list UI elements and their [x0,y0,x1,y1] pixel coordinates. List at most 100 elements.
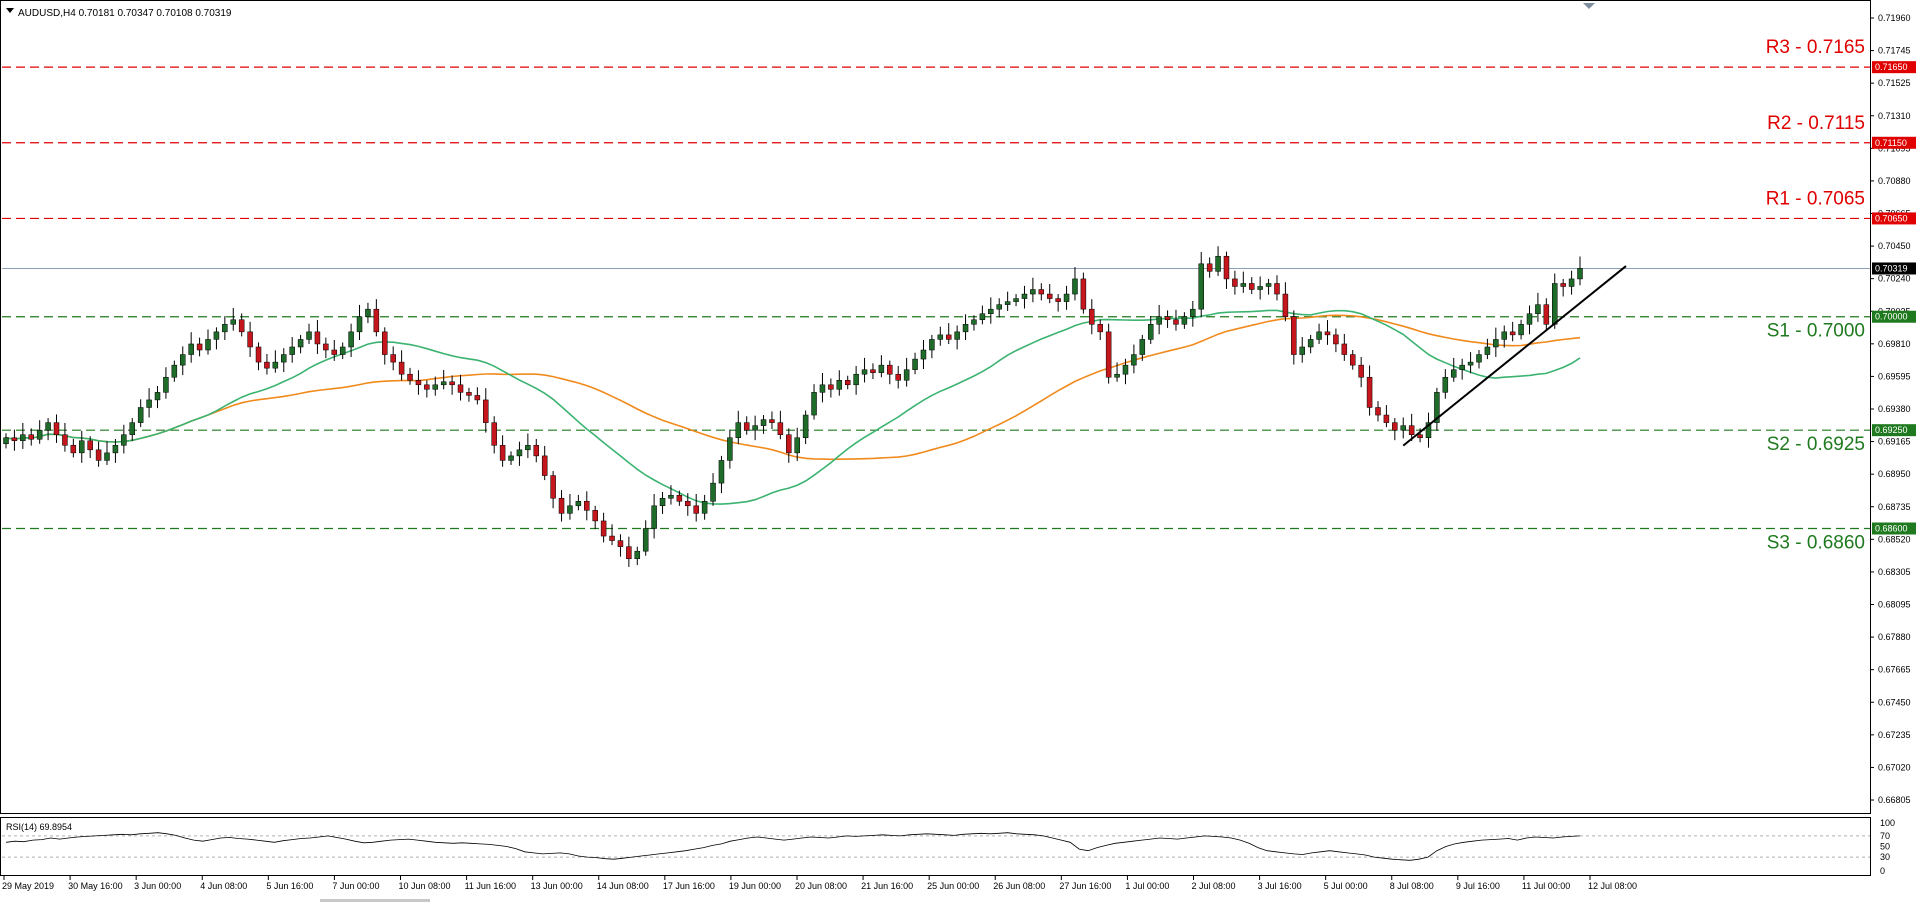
bearish-candle-body [1408,425,1415,435]
candle [971,315,977,331]
bearish-candle-body [196,343,203,351]
resistance-level-label: R3 - 0.7165 [1766,37,1865,58]
bearish-candle-body [1055,298,1061,302]
bullish-candle-body [853,373,859,386]
candle [314,320,321,354]
candle [483,388,489,433]
time-tick-label: 2 Jul 08:00 [1192,881,1236,891]
bullish-candle-body [1442,376,1449,393]
bearish-candle-body [1333,334,1339,345]
candle [609,524,615,546]
horizontal-scrollbar-thumb[interactable] [320,899,430,902]
candle [558,490,565,522]
candle [1248,277,1255,295]
moving-average-slow-line[interactable] [5,314,1581,461]
time-tick-label: 30 May 16:00 [68,881,123,891]
bullish-candle-body [1316,331,1322,340]
price-tick-label: 0.67665 [1878,665,1911,675]
bearish-candle-body [1324,331,1331,336]
bullish-candle-body [710,482,716,502]
bearish-candle-body [331,349,338,355]
candle [1190,301,1196,327]
candle [903,357,910,387]
candle [499,435,506,467]
rsi-pane [0,817,1871,876]
bearish-candle-body [1223,255,1230,280]
candle [988,297,994,324]
resistance-level-label: R1 - 0.7065 [1766,188,1865,209]
bearish-candle-body [584,501,590,511]
shift-marker-icon[interactable] [1583,3,1595,9]
bullish-candle-body [297,339,304,348]
bullish-candle-body [971,319,977,325]
bullish-candle-body [701,501,708,514]
support-price-tag [1872,310,1916,323]
bearish-candle-body [238,319,245,333]
price-tick-label: 0.70240 [1878,274,1911,284]
price-tick-label: 0.69165 [1878,437,1911,447]
bearish-candle-body [1248,283,1255,290]
candle [1459,358,1465,380]
candle [398,350,405,381]
price-tick-label: 0.71745 [1878,46,1911,56]
time-tick-label: 3 Jun 00:00 [134,881,181,891]
support-price-tag-text: 0.70000 [1875,312,1908,322]
price-tick-label: 0.68520 [1878,534,1911,544]
bearish-candle-body [247,331,253,348]
bullish-candle-body [1493,339,1499,348]
bearish-candle-body [53,422,60,435]
bullish-candle-body [903,369,910,381]
candle [1013,294,1019,307]
bearish-candle-body [1105,331,1112,378]
menu-triangle-icon[interactable] [6,8,14,13]
candle [95,441,102,467]
candle [794,427,800,462]
time-tick-label: 5 Jun 16:00 [266,881,313,891]
candle [659,491,666,514]
candle [878,355,885,378]
bullish-candle-body [1476,354,1482,363]
candle [1493,327,1499,357]
bullish-candle-body [432,384,439,390]
candle [121,424,127,454]
candle [255,342,262,371]
bullish-candle-body [962,324,969,333]
bearish-candle-body [1392,422,1398,431]
bullish-candle-body [1181,316,1188,325]
bearish-candle-body [550,475,556,499]
candle [415,370,422,395]
bullish-candle-body [920,349,927,360]
candle [1257,276,1263,300]
candle [1568,270,1575,295]
candle [1341,333,1348,361]
candle [600,512,607,543]
bearish-candle-body [1349,354,1356,366]
bearish-candle-body [1046,293,1053,299]
bearish-candle-body [1366,376,1373,408]
bullish-candle-body [1518,324,1524,336]
bearish-candle-body [255,346,262,363]
candle [828,378,834,398]
candle [895,366,901,389]
candle [339,342,346,360]
candle [474,387,481,405]
bullish-candle-body [1257,286,1263,290]
candle [11,429,18,451]
moving-average-fast-line[interactable] [5,309,1581,505]
time-tick-label: 8 Jul 08:00 [1390,881,1434,891]
candle [1030,277,1036,303]
bullish-candle-body [659,497,666,507]
bullish-candle-body [996,304,1002,310]
bullish-candle-body [104,452,110,461]
resistance-price-tag-text: 0.71150 [1875,138,1907,148]
bullish-candle-body [651,505,657,529]
rsi-line[interactable] [5,832,1581,861]
uptrend-line[interactable] [1402,265,1627,447]
bullish-candle-body [1299,346,1305,355]
bullish-candle-body [1535,304,1541,314]
candle [36,420,43,444]
candle [575,494,582,511]
bullish-candle-body [1400,425,1406,431]
bearish-candle-body [870,369,876,373]
bearish-candle-body [457,384,464,393]
